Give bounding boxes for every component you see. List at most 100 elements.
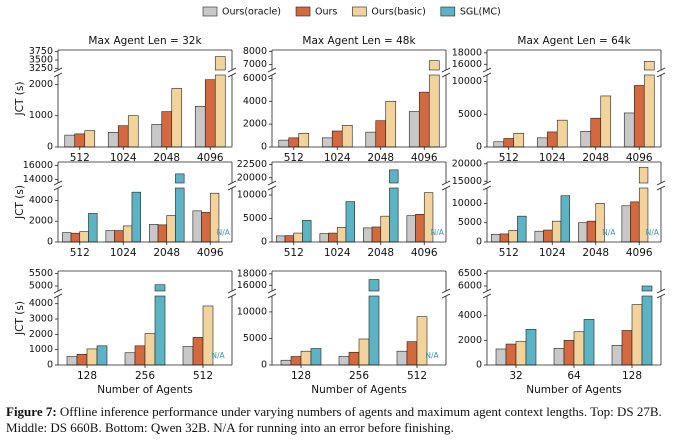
axis-break	[482, 67, 492, 73]
y-axis-label: JCT (s)	[14, 82, 26, 117]
bar	[415, 213, 425, 243]
bar	[536, 137, 548, 148]
bar	[630, 201, 640, 243]
bar	[556, 119, 568, 148]
axis-break	[267, 185, 277, 191]
bar	[560, 195, 570, 243]
bar	[105, 230, 115, 243]
bar	[214, 56, 226, 71]
axis-break	[441, 288, 451, 294]
bar	[365, 131, 377, 148]
bar	[551, 220, 562, 243]
bar	[573, 331, 585, 366]
x-tick-label: 2048	[367, 247, 394, 259]
y-tick-label: 18000	[237, 268, 267, 279]
x-tick-label: 512	[70, 247, 90, 259]
bar	[127, 115, 139, 148]
axis-break	[441, 72, 451, 78]
caption-label: Figure 7:	[6, 404, 57, 419]
x-tick-label: 512	[499, 247, 519, 259]
axis-break	[482, 180, 492, 186]
bar	[385, 100, 397, 148]
bar	[371, 226, 382, 243]
bar	[348, 351, 360, 366]
bar	[204, 79, 216, 148]
caption-text: Offline inference performance under vary…	[6, 404, 662, 435]
y-tick-label: 16000	[452, 59, 482, 70]
bar	[284, 235, 295, 243]
bar	[491, 233, 501, 243]
bar	[611, 344, 623, 366]
y-tick-label: 0	[476, 142, 482, 153]
bar	[406, 341, 418, 366]
bar	[638, 166, 649, 184]
bar	[144, 333, 156, 366]
bar	[396, 350, 408, 366]
x-tick-label: 128	[291, 370, 311, 382]
legend-swatch	[202, 6, 218, 17]
y-tick-label: 4000	[458, 310, 482, 321]
y-tick-label: 18000	[452, 47, 482, 58]
bar	[79, 231, 89, 243]
y-tick-label: 6500	[458, 268, 482, 279]
axis-break	[482, 293, 492, 299]
axis-break	[53, 67, 63, 73]
bar	[338, 356, 350, 366]
bar	[493, 141, 505, 148]
bar	[345, 201, 355, 243]
axis-break	[656, 185, 666, 191]
bar	[107, 131, 119, 148]
bar	[300, 350, 312, 366]
chart-title: Max Agent Len = 64k	[517, 35, 631, 47]
na-label: N/A	[602, 228, 616, 237]
x-tick-label: 4096	[411, 247, 438, 259]
legend-label: Ours	[315, 7, 337, 18]
bar	[641, 295, 653, 366]
x-tick-label: 512	[70, 152, 90, 164]
bar	[154, 295, 166, 366]
legend-swatch	[295, 6, 311, 17]
axis-break	[656, 288, 666, 294]
y-tick-label: 10000	[237, 306, 267, 317]
bar	[600, 95, 612, 148]
na-label: N/A	[217, 228, 231, 237]
bar	[389, 169, 399, 184]
y-tick-label: 5000	[29, 281, 53, 292]
axis-break	[656, 293, 666, 299]
bar	[96, 345, 108, 366]
y-tick-label: 2000	[29, 216, 53, 227]
bar	[389, 187, 399, 243]
bar	[175, 187, 185, 243]
bar	[517, 215, 527, 243]
bar	[380, 215, 390, 243]
bar	[161, 111, 173, 148]
y-tick-label: 7000	[243, 59, 267, 70]
bar	[546, 131, 558, 148]
y-tick-label: 5000	[458, 217, 482, 228]
bar	[503, 138, 515, 148]
y-tick-label: 6000	[243, 73, 267, 84]
y-tick-label: 0	[47, 142, 53, 153]
axis-break	[53, 72, 63, 78]
y-tick-label: 14000	[23, 174, 53, 185]
bar	[331, 130, 343, 148]
y-tick-label: 0	[261, 237, 267, 248]
chart-title: Max Agent Len = 32k	[88, 35, 202, 47]
y-tick-label: 3000	[29, 314, 53, 325]
bar	[641, 285, 653, 292]
bar	[406, 215, 416, 243]
axis-break	[227, 288, 237, 294]
bar	[64, 134, 76, 148]
x-tick-label: 256	[349, 370, 369, 382]
legend-swatch	[352, 6, 367, 17]
bar	[580, 130, 592, 148]
y-tick-label: 2000	[29, 79, 53, 90]
bar	[290, 356, 302, 366]
bar	[623, 112, 635, 148]
bar	[84, 130, 96, 148]
bar	[499, 233, 510, 243]
bar	[336, 227, 347, 243]
y-tick-label: 0	[261, 142, 267, 153]
axis-break	[53, 288, 63, 294]
